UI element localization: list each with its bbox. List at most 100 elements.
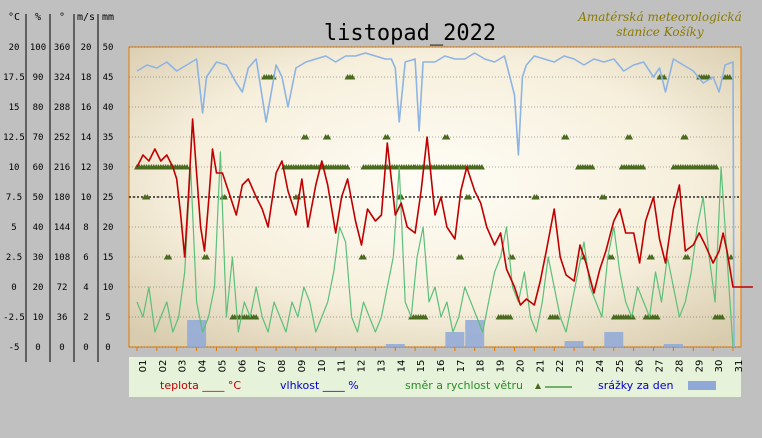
chart-title: listopad_2022 — [324, 21, 496, 46]
scale-label-direction_deg: 0 — [59, 343, 64, 353]
day-label: 26 — [635, 360, 646, 373]
scale-label-humidity_pct: 30 — [33, 253, 44, 263]
scale-label-direction_deg: 360 — [54, 43, 70, 53]
wind-marker — [166, 254, 173, 260]
day-label: 15 — [416, 360, 427, 373]
day-label: 25 — [615, 360, 626, 373]
scale-label-wind_ms: 12 — [81, 163, 92, 173]
precip-bar — [564, 341, 584, 347]
day-label: 31 — [734, 360, 745, 373]
unit-header: m/s — [77, 12, 95, 23]
scale-label-precip_mm: 20 — [103, 223, 114, 233]
unit-headers: °C% ° m/s mm — [8, 12, 114, 23]
scale-label-direction_deg: 72 — [57, 283, 68, 293]
day-label: 20 — [515, 360, 526, 373]
scale-label-humidity_pct: 10 — [33, 313, 44, 323]
precip-bar — [604, 332, 624, 347]
scale-label-direction_deg: 108 — [54, 253, 70, 263]
unit-header: mm — [102, 12, 114, 23]
scale-label-temperature_c: -2.5 — [3, 313, 25, 323]
precip-bar — [465, 320, 485, 347]
day-label: 28 — [674, 360, 685, 373]
wind-marker — [601, 194, 608, 200]
scale-label-direction_deg: 180 — [54, 193, 70, 203]
scale-label-temperature_c: 15 — [9, 103, 20, 113]
scale-label-precip_mm: 40 — [103, 103, 114, 113]
series-lines — [136, 52, 753, 348]
day-label: 19 — [496, 360, 507, 373]
scale-label-humidity_pct: 60 — [33, 163, 44, 173]
day-label: 09 — [297, 360, 308, 373]
wind-marker — [507, 314, 514, 320]
wind-marker — [589, 164, 596, 170]
day-label: 22 — [555, 360, 566, 373]
legend-wind-marker — [535, 383, 541, 389]
scale-label-direction_deg: 36 — [57, 313, 68, 323]
scales-panel — [0, 0, 128, 438]
scale-label-temperature_c: 10 — [9, 163, 20, 173]
scale-label-wind_ms: 18 — [81, 73, 92, 83]
legend-label: srážky za den — [598, 379, 674, 392]
unit-header: % — [35, 12, 41, 23]
legend-label: teplota ____ °C — [160, 379, 241, 392]
day-label: 08 — [277, 360, 288, 373]
scale-label-temperature_c: 5 — [11, 223, 16, 233]
legend-label: vlhkost ____ % — [280, 379, 359, 392]
wind-marker — [654, 314, 661, 320]
wind-marker — [719, 314, 726, 320]
series-line-vlhkost — [136, 52, 735, 348]
day-label: 12 — [357, 360, 368, 373]
scale-label-wind_ms: 16 — [81, 103, 92, 113]
wind-marker — [422, 314, 429, 320]
day-label: 30 — [714, 360, 725, 373]
wind-marker — [184, 164, 191, 170]
station-name-line1: Amatérská meteorologická — [577, 10, 742, 24]
wind-marker — [509, 254, 516, 260]
day-label: 24 — [595, 360, 606, 373]
scale-label-temperature_c: 2.5 — [6, 253, 22, 263]
day-axis — [129, 357, 741, 375]
wind-marker — [344, 164, 351, 170]
wind-marker — [478, 164, 485, 170]
scale-columns: 2017.51512.5107.552.50-2.5-5100908070605… — [3, 14, 113, 362]
scale-label-humidity_pct: 80 — [33, 103, 44, 113]
scale-label-precip_mm: 35 — [103, 133, 114, 143]
day-label: 07 — [257, 360, 268, 373]
wind-marker — [627, 134, 634, 140]
day-label: 18 — [476, 360, 487, 373]
day-label: 16 — [436, 360, 447, 373]
day-label: 27 — [655, 360, 666, 373]
scale-label-wind_ms: 14 — [81, 133, 92, 143]
wind-marker — [609, 254, 616, 260]
scale-label-wind_ms: 6 — [83, 253, 88, 263]
unit-header: ° — [59, 12, 65, 23]
scale-label-humidity_pct: 90 — [33, 73, 44, 83]
scale-label-temperature_c: 17.5 — [3, 73, 25, 83]
precip-bar — [445, 332, 465, 347]
scale-label-direction_deg: 324 — [54, 73, 70, 83]
scale-label-precip_mm: 30 — [103, 163, 114, 173]
scale-label-humidity_pct: 70 — [33, 133, 44, 143]
day-label: 29 — [694, 360, 705, 373]
wind-marker — [203, 254, 210, 260]
scale-label-humidity_pct: 100 — [30, 43, 46, 53]
scale-label-precip_mm: 5 — [105, 313, 110, 323]
wind-marker — [648, 254, 655, 260]
wind-marker — [349, 74, 356, 80]
day-label: 04 — [198, 360, 209, 373]
scale-label-humidity_pct: 40 — [33, 223, 44, 233]
scale-label-wind_ms: 2 — [83, 313, 88, 323]
day-label: 21 — [535, 360, 546, 373]
scale-label-precip_mm: 25 — [103, 193, 114, 203]
station-name-line2: stanice Košíky — [616, 25, 703, 39]
wind-marker — [684, 254, 691, 260]
unit-header: °C — [8, 12, 20, 23]
wind-direction-markers — [134, 74, 735, 320]
wind-marker — [682, 134, 689, 140]
wind-marker — [360, 254, 367, 260]
scale-label-precip_mm: 45 — [103, 73, 114, 83]
day-label: 02 — [158, 360, 169, 373]
scale-label-wind_ms: 4 — [83, 283, 88, 293]
